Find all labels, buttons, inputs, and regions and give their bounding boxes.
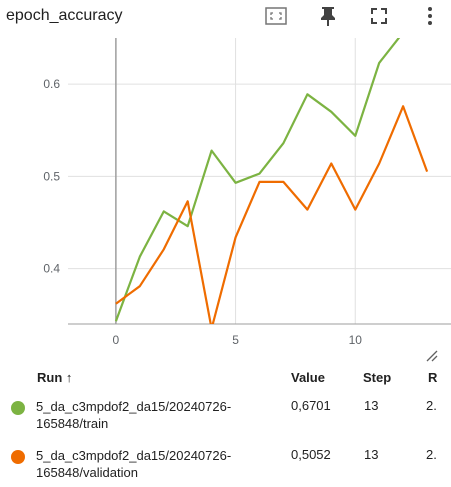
run-name: 5_da_c3mpdof2_da15/20240726- 165848/trai… xyxy=(36,399,232,431)
run-value: 0,5052 xyxy=(291,447,331,462)
pin-icon[interactable] xyxy=(316,4,340,28)
fit-domain-icon[interactable] xyxy=(264,4,288,28)
chart-title: epoch_accuracy xyxy=(6,7,123,24)
series-line-validation xyxy=(115,105,429,324)
x-tick-label: 5 xyxy=(232,333,239,347)
step-column-header[interactable]: Step xyxy=(363,370,392,385)
run-step: 13 xyxy=(364,447,379,462)
value-column-header[interactable]: Value xyxy=(291,370,325,385)
table-row[interactable]: 5_da_c3mpdof2_da15/20240726- 165848/trai… xyxy=(0,396,451,436)
y-tick-label: 0.4 xyxy=(43,262,60,276)
card-header: epoch_accuracy xyxy=(0,0,451,34)
run-color-swatch[interactable] xyxy=(11,450,25,464)
y-tick-label: 0.5 xyxy=(43,169,60,183)
series-line-train xyxy=(114,38,401,322)
y-tick-label: 0.6 xyxy=(43,77,60,91)
more-vert-icon[interactable] xyxy=(418,4,442,28)
run-name: 5_da_c3mpdof2_da15/20240726- 165848/vali… xyxy=(36,448,232,480)
run-relative: 2. xyxy=(426,398,437,413)
relative-column-header[interactable]: R xyxy=(428,370,438,385)
x-tick-label: 0 xyxy=(113,333,120,347)
table-row[interactable]: 5_da_c3mpdof2_da15/20240726- 165848/vali… xyxy=(0,446,451,486)
chart-canvas[interactable]: 0.4 0.5 0.6 0 5 10 xyxy=(0,34,451,354)
run-step: 13 xyxy=(364,398,379,413)
x-tick-label: 10 xyxy=(349,333,363,347)
line-chart[interactable]: 0.4 0.5 0.6 0 5 10 xyxy=(0,34,451,354)
run-color-swatch[interactable] xyxy=(11,401,25,415)
run-column-header[interactable]: Run ↑ xyxy=(37,370,73,385)
resize-handle-icon[interactable] xyxy=(424,348,440,364)
run-relative: 2. xyxy=(426,447,437,462)
run-value: 0,6701 xyxy=(291,398,331,413)
fullscreen-icon[interactable] xyxy=(367,4,391,28)
